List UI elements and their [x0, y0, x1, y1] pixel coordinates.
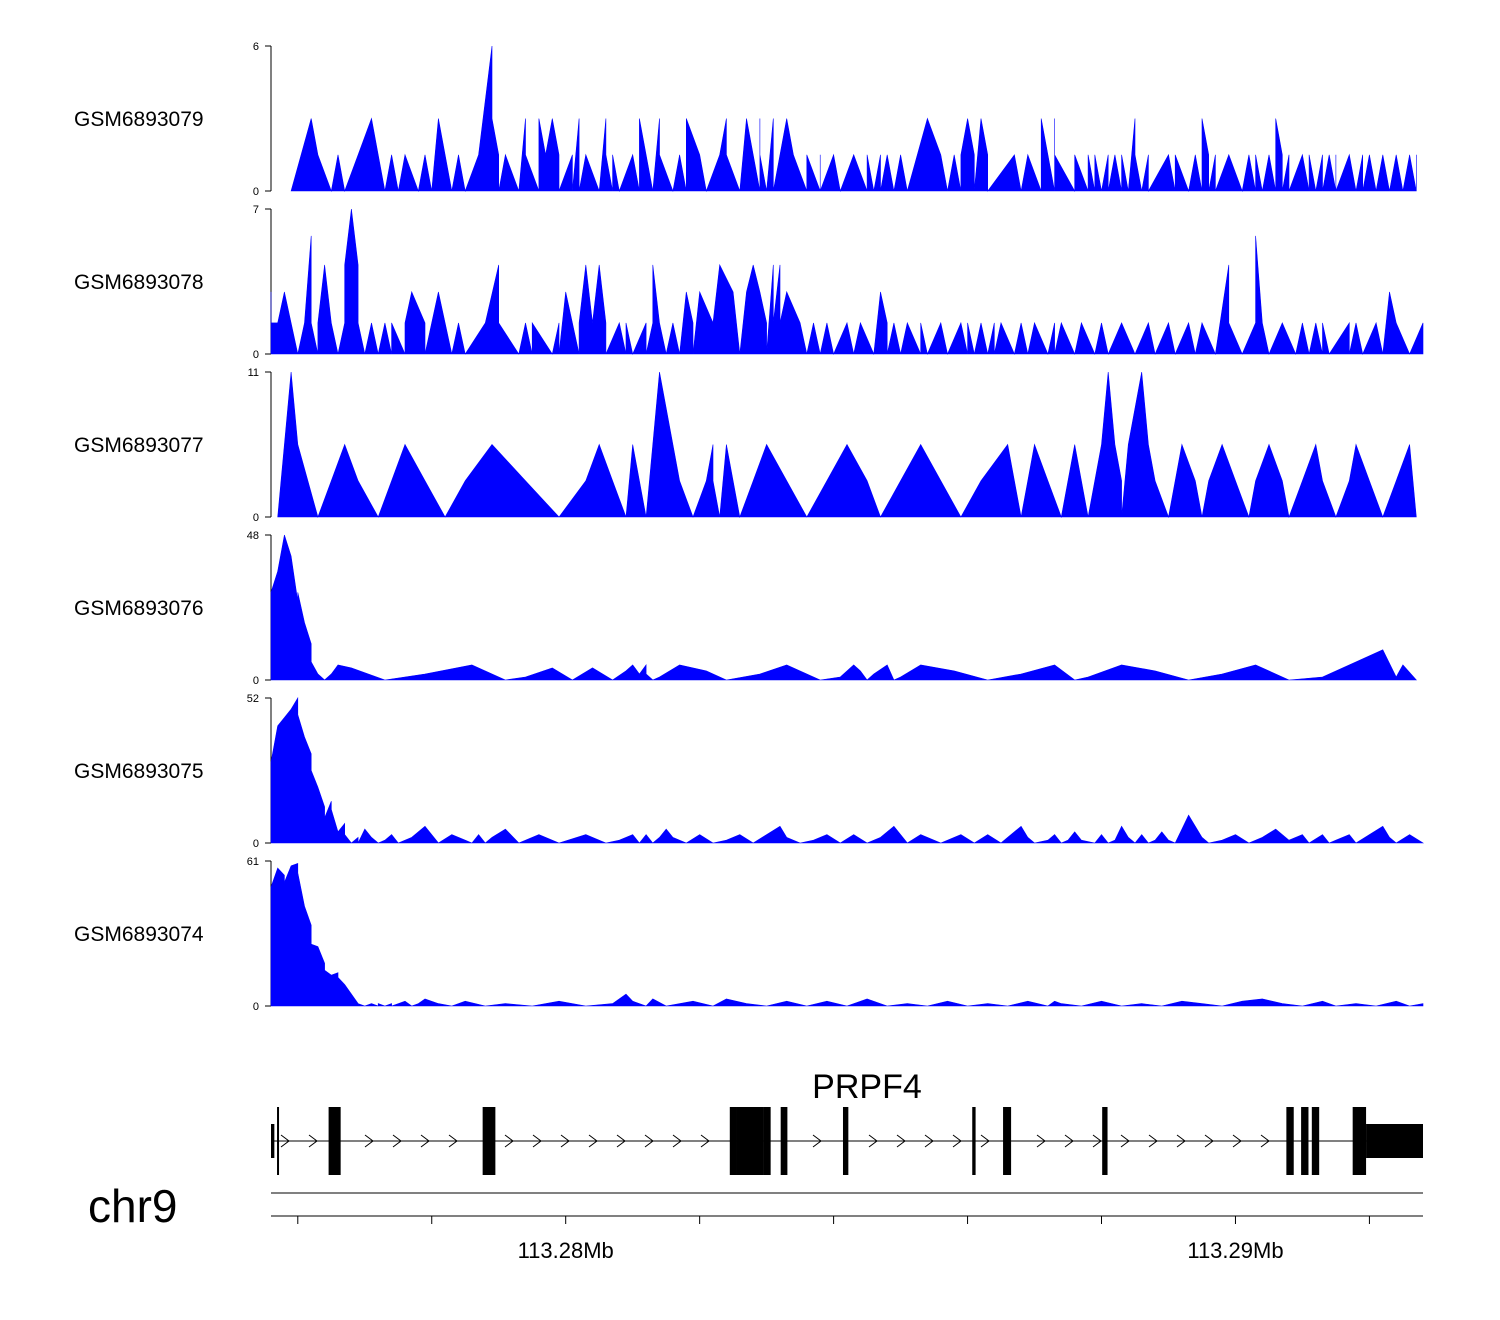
strand-arrow [392, 1134, 402, 1148]
strand-arrow [616, 1134, 626, 1148]
strand-arrow [924, 1134, 934, 1148]
strand-arrow [812, 1134, 822, 1148]
chromosome-label: chr9 [88, 1180, 177, 1232]
strand-arrow [1260, 1134, 1270, 1148]
strand-arrow [1232, 1134, 1242, 1148]
coverage-area [270, 208, 1424, 356]
y-tick-label: 0 [253, 675, 259, 687]
track-GSM6893076: GSM6893076 48 0 [74, 530, 1417, 687]
y-tick-label: 0 [253, 1001, 259, 1013]
exon-block [972, 1107, 976, 1175]
coverage-area [270, 862, 1424, 1007]
exon-block [328, 1107, 341, 1175]
strand-arrow [868, 1134, 878, 1148]
y-tick-label: 48 [247, 530, 259, 542]
strand-arrow [280, 1134, 290, 1148]
exon-block [277, 1107, 280, 1175]
track-label: GSM6893078 [74, 271, 204, 294]
coverage-area [290, 45, 1417, 193]
y-tick-label: 61 [247, 856, 259, 868]
y-tick-label: 7 [253, 204, 259, 216]
y-tick-label: 52 [247, 693, 259, 705]
track-label: GSM6893076 [74, 597, 204, 620]
strand-arrow [896, 1134, 906, 1148]
strand-arrow [1204, 1134, 1214, 1148]
strand-arrow [308, 1134, 318, 1148]
strand-arrow [504, 1134, 514, 1148]
strand-arrow [1176, 1134, 1186, 1148]
strand-arrow [644, 1134, 654, 1148]
y-tick-label: 0 [253, 186, 259, 198]
strand-arrow [1092, 1134, 1102, 1148]
strand-arrow [448, 1134, 458, 1148]
exon-block [729, 1107, 737, 1175]
strand-arrow [1148, 1134, 1158, 1148]
gene-label: PRPF4 [812, 1068, 922, 1106]
coverage-tracks: GSM689307960GSM689307870GSM6893077110GSM… [74, 41, 1425, 1013]
exon-block [780, 1107, 788, 1175]
strand-arrow [532, 1134, 542, 1148]
strand-arrow [560, 1134, 570, 1148]
exon-block [1311, 1107, 1320, 1175]
strand-arrow [588, 1134, 598, 1148]
gene-track: PRPF4 [271, 1068, 1423, 1175]
exon-block [1352, 1107, 1367, 1175]
utr-block [271, 1124, 275, 1158]
utr-block [1366, 1124, 1423, 1158]
strand-arrow [980, 1134, 990, 1148]
strand-arrow [952, 1134, 962, 1148]
genome-axis: chr9 113.28Mb 113.29Mb [88, 1180, 1423, 1263]
strand-arrow [364, 1134, 374, 1148]
exon-block [482, 1107, 496, 1175]
strand-arrow [1064, 1134, 1074, 1148]
y-tick-label: 11 [248, 367, 259, 379]
gene-model [271, 1107, 1423, 1175]
track-label: GSM6893075 [74, 760, 204, 783]
axis-ticks: 113.28Mb 113.29Mb [271, 1192, 1423, 1263]
exon-block [763, 1107, 771, 1175]
strand-arrow [1120, 1134, 1130, 1148]
track-label: GSM6893074 [74, 923, 204, 946]
coverage-area [270, 534, 1417, 681]
exon-block [736, 1107, 764, 1175]
track-GSM6893074: GSM6893074 61 0 [74, 856, 1424, 1013]
exon-block [1102, 1107, 1108, 1175]
y-tick-label: 0 [253, 838, 259, 850]
track-GSM6893079: GSM6893079 6 0 [74, 41, 1417, 198]
coverage-area [277, 371, 1417, 519]
exon-block [1301, 1107, 1309, 1175]
y-tick-label: 0 [253, 512, 259, 524]
track-GSM6893075: GSM6893075 52 0 [74, 693, 1425, 850]
strand-arrow [420, 1134, 430, 1148]
x-tick-label: 113.29Mb [1187, 1238, 1283, 1263]
track-label: GSM6893079 [74, 108, 204, 131]
strand-arrow [700, 1134, 710, 1148]
exon-block [1003, 1107, 1012, 1175]
exon-block [842, 1107, 849, 1175]
strand-arrow [672, 1134, 682, 1148]
y-tick-label: 6 [253, 41, 259, 53]
x-tick-label: 113.28Mb [518, 1238, 614, 1263]
coverage-area [270, 696, 1425, 844]
strand-arrow [1036, 1134, 1046, 1148]
exon-block [1286, 1107, 1294, 1175]
y-tick-label: 0 [253, 349, 259, 361]
track-GSM6893078: GSM6893078 7 0 [74, 204, 1424, 361]
track-label: GSM6893077 [74, 434, 204, 457]
track-GSM6893077: GSM6893077 11 0 [74, 367, 1417, 524]
